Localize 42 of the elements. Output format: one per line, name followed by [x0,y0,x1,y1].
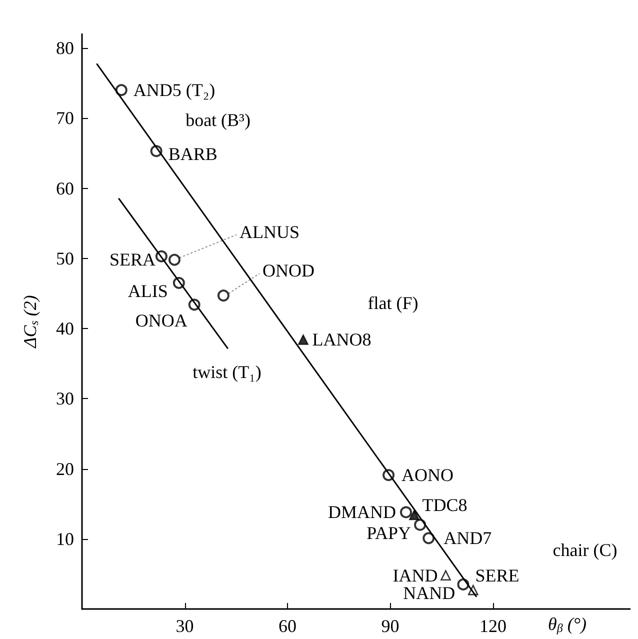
annotation: ONOD [262,260,314,281]
x-tick-label: 90 [381,616,400,636]
point [414,518,426,531]
annotation: TDC8 [422,495,468,516]
annotation: AND5 (T₂) [133,80,216,100]
y-tick-label: 80 [56,38,74,58]
y-axis-title: ΔCs (2) [20,295,41,349]
y-tick-label: 60 [56,178,74,198]
x-tick-label: 60 [278,616,296,636]
x-tick-label: 30 [176,616,194,636]
y-tick-label: 40 [56,318,74,339]
annotation: ONOA [135,310,188,331]
annotation: NAND [403,583,456,604]
annotation: IAND [392,565,438,586]
point [298,334,308,345]
annotation: SERE [475,565,520,586]
annotation: AONO [402,465,454,486]
point [440,570,451,580]
point [400,506,412,518]
point [115,84,128,96]
annotation: DMAND [328,502,396,522]
y-tick-label: 10 [56,528,74,549]
annotation: LANO8 [312,330,372,350]
x-tick-label: 120 [480,616,506,636]
y-tick-label: 70 [56,108,74,128]
annotation: ALNUS [239,222,300,242]
point [422,532,435,544]
point [168,254,180,266]
annotation: ALIS [128,280,168,301]
point [217,290,230,302]
annotation: BARB [168,144,218,164]
point [409,510,420,520]
y-tick-label: 30 [56,388,74,409]
annotation: PAPY [366,522,412,543]
annotation: AND7 [444,528,492,548]
annotation: twist (T₁) [192,362,262,382]
annotation: chair (C) [552,540,618,560]
annotation: flat (F) [368,293,418,313]
annotation: SERA [109,249,156,270]
y-tick-label: 50 [56,248,74,268]
y-tick-label: 20 [56,458,74,479]
annotation: boat (B³) [186,110,250,130]
